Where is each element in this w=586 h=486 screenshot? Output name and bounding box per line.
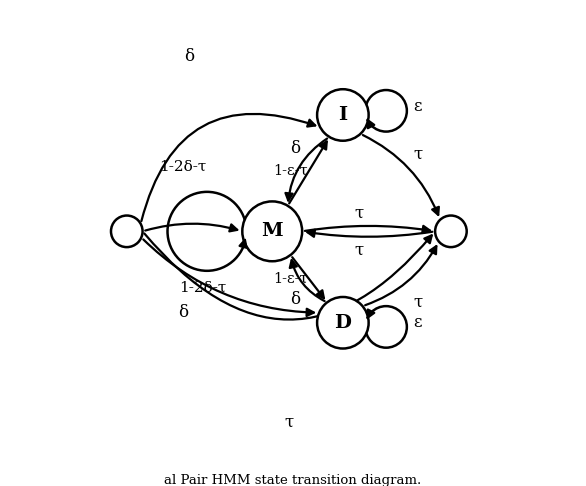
Text: δ: δ (178, 304, 188, 321)
Circle shape (317, 89, 369, 141)
Text: ε: ε (413, 314, 421, 331)
Text: τ: τ (355, 242, 364, 259)
Text: τ: τ (284, 414, 294, 431)
Text: δ: δ (290, 139, 300, 156)
Text: 1-2δ-τ: 1-2δ-τ (159, 160, 206, 174)
Text: τ: τ (413, 294, 423, 311)
Text: δ: δ (184, 48, 194, 65)
Text: 1-2δ-τ: 1-2δ-τ (179, 280, 226, 295)
Text: 1-ε-τ: 1-ε-τ (274, 164, 308, 178)
Text: δ: δ (290, 292, 300, 309)
Text: τ: τ (413, 146, 423, 163)
Circle shape (111, 215, 142, 247)
Text: ε: ε (413, 98, 421, 115)
Circle shape (317, 297, 369, 348)
Text: al Pair HMM state transition diagram.: al Pair HMM state transition diagram. (165, 474, 421, 486)
Text: I: I (338, 106, 347, 124)
Circle shape (435, 215, 466, 247)
Text: D: D (335, 314, 352, 332)
Circle shape (242, 201, 302, 261)
Text: 1-ε-τ: 1-ε-τ (274, 272, 308, 286)
Text: τ: τ (355, 204, 364, 221)
Text: M: M (261, 222, 283, 241)
